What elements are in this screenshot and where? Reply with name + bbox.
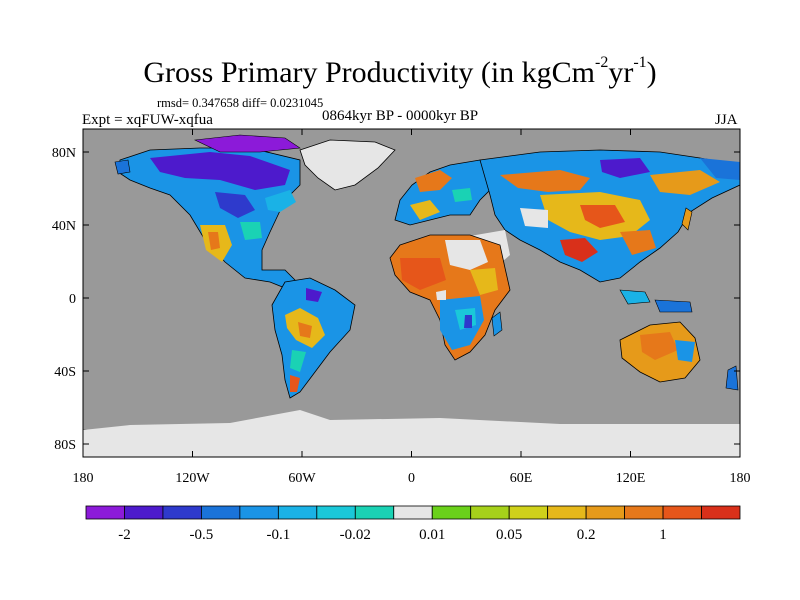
colorbar-box: [124, 505, 164, 520]
colorbar-box: [85, 505, 125, 520]
colorbar-labels: -2 -0.5 -0.1 -0.02 0.01 0.05 0.2 1: [118, 527, 667, 543]
colorbar-label: -0.02: [340, 527, 371, 543]
x-tick-label: 180: [730, 471, 751, 486]
colorbar-box: [547, 505, 587, 520]
x-tick-label: 0: [408, 471, 415, 486]
colorbar-box: [470, 505, 510, 520]
colorbar: [85, 505, 741, 520]
x-tick-label: 60W: [288, 471, 316, 486]
colorbar-box: [277, 505, 318, 520]
colorbar-box: [354, 505, 395, 520]
y-tick-label: 80S: [54, 438, 76, 453]
colorbar-label: 0.05: [496, 527, 522, 543]
colorbar-label: -0.5: [190, 527, 214, 543]
colorbar-label: -2: [118, 527, 131, 543]
colorbar-box: [431, 505, 472, 520]
x-tick-label: 120E: [616, 471, 646, 486]
colorbar-label: 1: [659, 527, 667, 543]
colorbar-box: [162, 505, 202, 520]
experiment-label: Expt = xqFUW-xqfua: [82, 112, 213, 128]
colorbar-label: 0.2: [577, 527, 596, 543]
figure-title: Gross Primary Productivity (in kgCm-2yr-…: [143, 54, 657, 89]
y-tick-label: 40N: [52, 219, 76, 234]
colorbar-box: [701, 505, 741, 520]
y-tick-label: 40S: [54, 365, 76, 380]
season-label: JJA: [715, 112, 738, 128]
colorbar-box: [316, 505, 356, 520]
colorbar-box: [239, 505, 279, 520]
x-tick-label: 180: [73, 471, 94, 486]
colorbar-box: [508, 505, 549, 520]
colorbar-label: -0.1: [266, 527, 290, 543]
colorbar-box: [393, 505, 433, 520]
period-label: 0864kyr BP - 0000kyr BP: [322, 108, 479, 124]
y-tick-label: 0: [69, 292, 76, 307]
x-tick-label: 120W: [175, 471, 210, 486]
colorbar-box: [201, 505, 241, 520]
stats-text: rmsd= 0.347658 diff= 0.0231045: [157, 96, 324, 110]
land-fields: [83, 134, 740, 457]
y-tick-label: 80N: [52, 146, 76, 161]
colorbar-box: [624, 505, 664, 520]
axis-ticks: [82, 129, 741, 457]
colorbar-label: 0.01: [419, 527, 445, 543]
colorbar-box: [585, 505, 625, 520]
x-tick-label: 60E: [510, 471, 533, 486]
colorbar-box: [662, 505, 702, 520]
greenland: [299, 139, 396, 191]
